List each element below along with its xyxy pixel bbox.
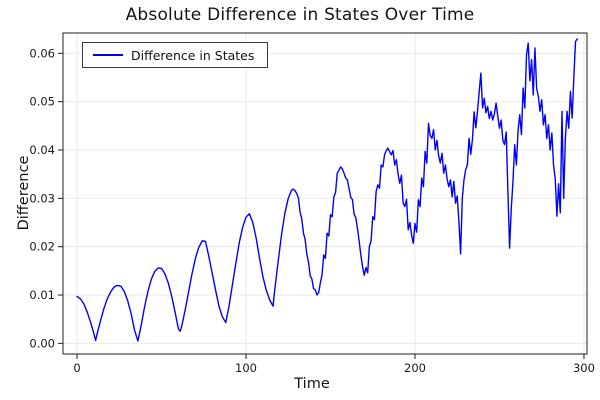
y-tick-label: 0.03: [29, 191, 55, 205]
tick-labels: 0 100 200 300 0.00 0.01 0.02 0.03 0.04 0.05 0.06: [29, 46, 595, 375]
legend: Difference in States: [82, 42, 269, 68]
series-layer: [76, 38, 578, 342]
series-line-difference-in-states: [76, 38, 578, 342]
chart-title: Absolute Difference in States Over Time: [125, 5, 475, 25]
y-tick-label: 0.06: [29, 46, 55, 60]
y-tick-label: 0.02: [29, 240, 55, 254]
gridlines: [63, 33, 587, 354]
y-tick-label: 0.01: [29, 288, 55, 302]
axis-ticks: [58, 52, 585, 359]
x-tick-label: 0: [73, 361, 80, 375]
y-tick-label: 0.04: [29, 143, 55, 157]
y-axis-label: Difference: [16, 155, 32, 231]
x-tick-label: 300: [573, 361, 595, 375]
plot-frame: [62, 32, 588, 355]
legend-line-sample: [93, 54, 123, 56]
x-axis-label: Time: [294, 376, 330, 392]
plot-frame-rect: [62, 32, 588, 355]
legend-label: Difference in States: [131, 47, 255, 63]
x-tick-label: 100: [235, 361, 257, 375]
x-tick-label: 200: [404, 361, 426, 375]
y-tick-label: 0.05: [29, 95, 55, 109]
y-tick-label: 0.00: [29, 336, 55, 350]
